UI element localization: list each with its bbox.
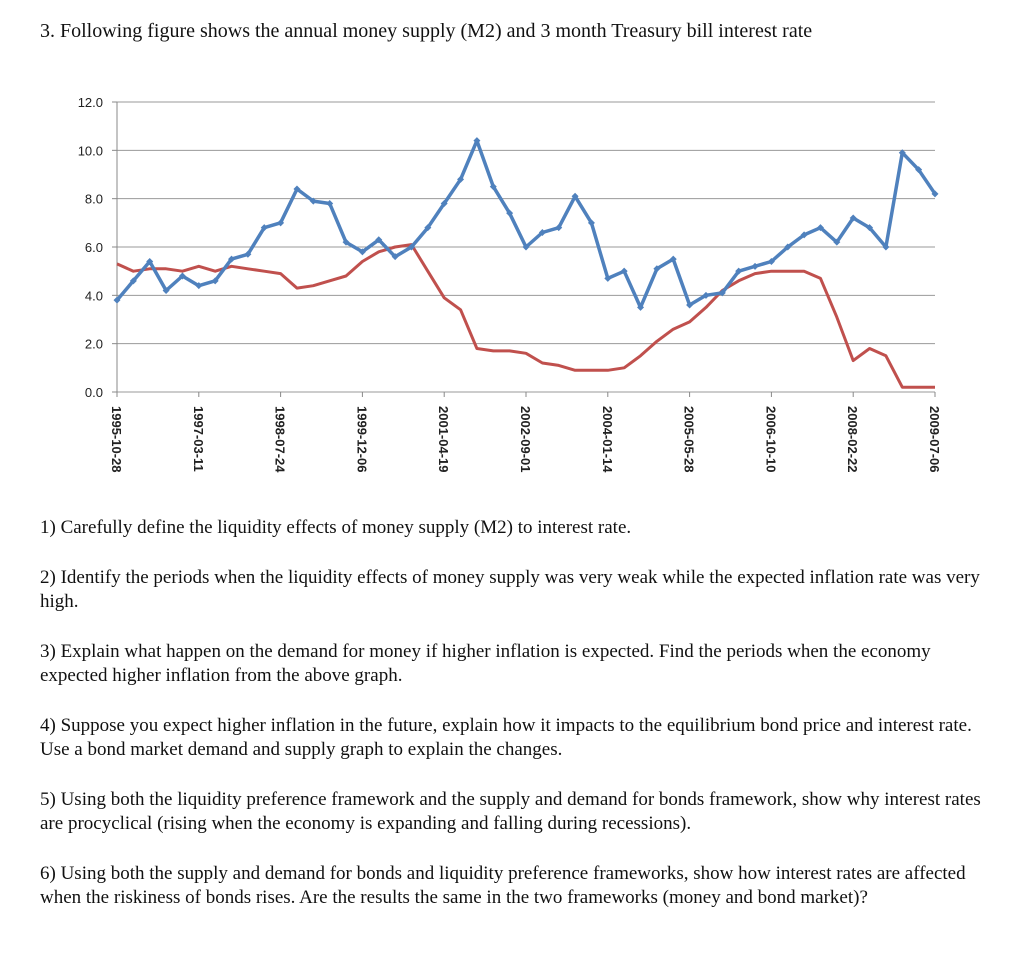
y-tick-label: 2.0 <box>85 337 103 352</box>
y-tick-label: 4.0 <box>85 288 103 303</box>
marker <box>784 243 792 251</box>
marker <box>555 224 563 232</box>
marker <box>637 303 645 311</box>
x-tick-label: 2004-01-14 <box>600 406 615 473</box>
y-tick-label: 10.0 <box>78 143 103 158</box>
marker <box>620 267 628 275</box>
marker <box>702 291 710 299</box>
y-tick-label: 0.0 <box>85 385 103 400</box>
marker <box>833 238 841 246</box>
y-tick-label: 12.0 <box>78 95 103 110</box>
marker <box>440 200 448 207</box>
marker <box>522 243 530 251</box>
marker <box>195 282 203 290</box>
marker <box>293 185 301 193</box>
x-tick-label: 2008-02-22 <box>845 406 860 473</box>
marker <box>407 243 415 251</box>
marker <box>342 238 350 246</box>
y-tick-label: 8.0 <box>85 192 103 207</box>
question: 6) Using both the supply and demand for … <box>40 863 966 908</box>
marker <box>751 262 759 270</box>
marker <box>228 255 236 263</box>
marker <box>375 236 383 244</box>
question: 3) Explain what happen on the demand for… <box>40 641 931 686</box>
marker <box>849 214 857 222</box>
marker <box>767 258 775 265</box>
x-tick-label: 2002-09-01 <box>518 406 533 473</box>
marker <box>326 200 334 207</box>
y-tick-label: 6.0 <box>85 240 103 255</box>
marker <box>244 250 252 258</box>
marker <box>162 287 170 294</box>
series-line <box>115 138 937 310</box>
marker <box>178 272 186 280</box>
marker <box>898 149 906 157</box>
marker <box>211 277 219 285</box>
marker <box>473 137 481 145</box>
question: 5) Using both the liquidity preference f… <box>40 789 981 834</box>
marker <box>686 301 694 309</box>
marker <box>816 224 824 232</box>
marker <box>866 224 874 232</box>
marker <box>489 183 497 191</box>
question: 1) Carefully define the liquidity effect… <box>40 517 632 538</box>
marker <box>260 224 268 232</box>
marker <box>358 248 366 256</box>
x-tick-label: 1997-03-11 <box>191 406 206 472</box>
marker <box>587 219 595 227</box>
x-tick-label: 2005-05-28 <box>682 406 697 473</box>
x-tick-label: 1998-07-24 <box>273 406 288 473</box>
chart: 0.0 2.0 4.0 6.0 8.0 10.0 12.0 1995-10-28 1997-03… <box>78 95 942 473</box>
marker <box>882 243 890 251</box>
questions: 1) Carefully define the liquidity effect… <box>40 516 1000 936</box>
x-tick-label: 2001-04-19 <box>436 406 451 473</box>
marker <box>653 265 661 273</box>
marker <box>391 253 399 261</box>
marker <box>800 231 808 239</box>
marker <box>571 192 579 200</box>
marker <box>309 197 317 205</box>
marker <box>669 255 677 263</box>
x-tick-label: 2006-10-10 <box>763 406 778 473</box>
marker <box>113 296 121 304</box>
series-line <box>116 243 935 389</box>
marker <box>129 277 137 285</box>
marker <box>718 289 726 297</box>
x-tick-label: 1995-10-28 <box>109 406 124 473</box>
x-tick-label: 2009-07-06 <box>927 406 942 473</box>
marker <box>277 219 285 227</box>
marker <box>146 258 154 265</box>
marker <box>604 274 612 282</box>
question-title: 3. Following figure shows the annual mon… <box>40 20 813 42</box>
marker <box>506 209 514 217</box>
marker <box>931 190 939 198</box>
marker <box>915 166 923 174</box>
x-tick-label: 1999-12-06 <box>354 406 369 473</box>
question: 4) Suppose you expect higher inflation i… <box>40 715 972 760</box>
question: 2) Identify the periods when the liquidi… <box>40 567 980 612</box>
marker <box>457 175 465 183</box>
marker <box>538 229 546 236</box>
marker <box>735 267 743 275</box>
marker <box>424 224 432 232</box>
